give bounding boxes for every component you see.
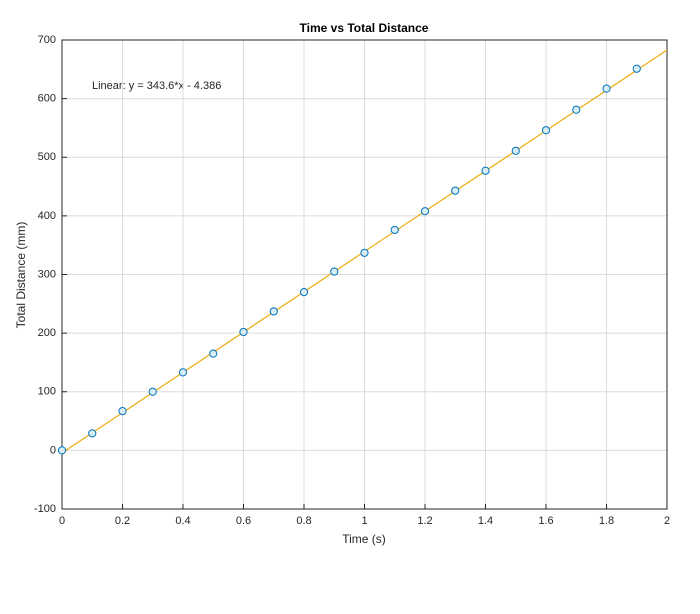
fit-annotation: Linear: y = 343.6*x - 4.386 <box>92 80 221 92</box>
x-tick-label: 2 <box>664 515 670 527</box>
data-point <box>118 406 127 416</box>
data-point <box>88 429 97 438</box>
data-point <box>178 368 188 377</box>
x-tick-label: 0.4 <box>175 515 190 527</box>
data-point <box>390 225 399 235</box>
y-tick-label: 500 <box>38 151 56 163</box>
data-point <box>148 387 157 396</box>
y-tick-label: 0 <box>50 444 56 456</box>
plot-frame <box>61 39 668 510</box>
data-point <box>632 64 641 73</box>
data-point <box>360 248 369 257</box>
data-point <box>269 307 278 316</box>
data-point <box>420 207 430 216</box>
data-point <box>239 327 248 337</box>
data-point <box>299 287 309 297</box>
x-tick-label: 1.2 <box>417 515 432 527</box>
data-point <box>602 84 611 93</box>
x-tick-label: 1 <box>361 515 367 527</box>
y-tick-label: 300 <box>38 268 56 280</box>
data-point <box>572 105 581 114</box>
y-tick-label: 400 <box>38 210 56 222</box>
data-point <box>541 126 551 135</box>
x-tick-label: 1.4 <box>478 515 493 527</box>
y-tick-label: 200 <box>38 327 56 339</box>
x-tick-label: 0.8 <box>296 515 311 527</box>
data-point <box>330 267 339 276</box>
y-axis-label: Total Distance (mm) <box>14 222 28 329</box>
data-point <box>209 349 218 358</box>
x-tick-label: 1.8 <box>599 515 614 527</box>
x-tick-label: 0.2 <box>115 515 130 527</box>
y-tick-label: 100 <box>38 386 56 398</box>
y-tick-label: -100 <box>34 503 56 515</box>
data-point <box>451 186 460 195</box>
data-point <box>57 446 67 455</box>
x-tick-label: 1.6 <box>538 515 553 527</box>
y-tick-label: 700 <box>38 34 56 46</box>
data-point <box>511 146 520 155</box>
chart-title: Time vs Total Distance <box>300 21 429 35</box>
x-axis-label: Time (s) <box>342 532 386 546</box>
x-tick-label: 0.6 <box>236 515 251 527</box>
data-point <box>481 166 490 175</box>
x-tick-label: 0 <box>59 515 65 527</box>
y-tick-label: 600 <box>38 93 56 105</box>
